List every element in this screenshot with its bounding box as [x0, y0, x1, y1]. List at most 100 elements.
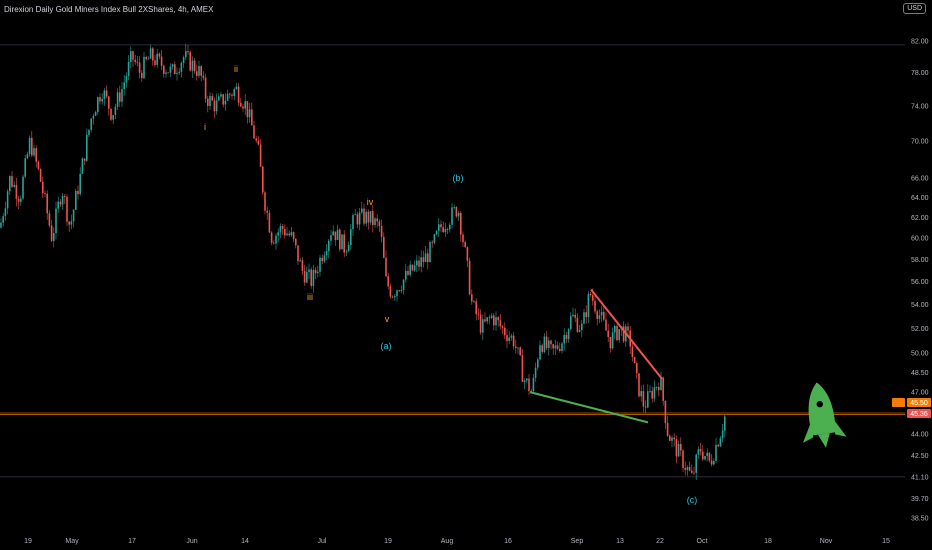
candle-body: [460, 212, 462, 235]
candle-body: [50, 225, 53, 241]
price-label-box: [907, 398, 931, 407]
candle-body: [570, 316, 572, 330]
y-tick-label: 70.00: [911, 138, 929, 145]
candle-body: [185, 51, 187, 58]
candle-body: [490, 315, 493, 318]
candle-body: [178, 71, 180, 73]
candle-body: [675, 439, 678, 457]
candle-body: [376, 218, 378, 222]
candle-body: [365, 211, 367, 224]
candle-body: [251, 109, 253, 126]
candle-body: [350, 229, 352, 245]
candle-body: [130, 51, 132, 62]
candle-body: [158, 53, 161, 57]
candle-body: [605, 319, 607, 331]
candle-body: [361, 208, 363, 213]
candle-body: [402, 279, 405, 290]
candle-body: [499, 320, 502, 327]
candle-body: [321, 257, 323, 262]
candle-body: [609, 336, 612, 349]
candle-body: [72, 209, 75, 222]
y-tick-label: 66.00: [911, 175, 929, 182]
price-label: 45.50: [910, 400, 928, 407]
candle-body: [433, 234, 436, 243]
candle-body: [292, 232, 295, 239]
candle-body: [429, 242, 431, 263]
candle-body: [636, 363, 638, 374]
candle-body: [644, 406, 647, 408]
candle-body: [462, 234, 464, 243]
candle-body: [200, 66, 202, 76]
candle-body: [713, 460, 715, 465]
candle-body: [288, 233, 290, 236]
price-label-box: [907, 409, 931, 418]
candle-body: [653, 387, 656, 399]
candle-body: [686, 467, 689, 470]
rocket-body: [808, 382, 836, 436]
candle-body: [255, 138, 257, 141]
candle-body: [482, 319, 484, 333]
candle-body: [224, 100, 227, 105]
candle-body: [22, 176, 24, 199]
candle-body: [259, 144, 262, 167]
candle-body: [37, 161, 40, 169]
candle-body: [607, 330, 609, 337]
candle-body: [669, 435, 671, 441]
x-tick-label: 17: [128, 538, 136, 545]
y-tick-label: 74.00: [911, 103, 929, 110]
candle-body: [323, 255, 326, 262]
y-tick-label: 52.00: [911, 326, 929, 333]
candle-body: [17, 198, 20, 202]
candle-body: [132, 51, 134, 60]
candle-body: [693, 472, 695, 474]
candle-body: [394, 296, 396, 298]
candle-body: [475, 301, 477, 315]
candle-body: [642, 391, 645, 407]
candle-body: [180, 62, 183, 72]
candle-body: [79, 173, 81, 195]
candle-body: [299, 260, 301, 262]
candle-body: [193, 60, 196, 72]
candle-body: [440, 224, 442, 228]
y-tick-label: 44.00: [911, 431, 929, 438]
x-tick-label: Oct: [697, 538, 708, 545]
candle-body: [334, 231, 337, 241]
candle-body: [378, 221, 381, 226]
candle-body: [2, 216, 4, 223]
candle-body: [204, 77, 207, 99]
candle-body: [121, 88, 123, 102]
candle-body: [48, 213, 51, 226]
candle-body: [651, 390, 653, 399]
x-tick-label: 16: [504, 538, 512, 545]
candle-body: [616, 325, 618, 341]
rocket-window: [816, 400, 823, 408]
candle-body: [308, 269, 310, 272]
currency-badge[interactable]: USD: [903, 3, 926, 14]
candle-body: [372, 211, 374, 225]
candle-body: [209, 96, 211, 106]
wave-label: v: [385, 314, 390, 324]
x-tick-label: 19: [384, 538, 392, 545]
candle-body: [270, 232, 273, 243]
y-tick-label: 41.10: [911, 474, 929, 481]
candle-body: [314, 270, 317, 274]
candle-body: [114, 106, 117, 115]
wave-label: (b): [453, 173, 464, 183]
x-tick-label: May: [65, 538, 79, 545]
candle-body: [682, 450, 684, 469]
candle-body: [572, 314, 574, 317]
candle-body: [264, 192, 266, 211]
candle-body: [391, 296, 394, 298]
candle-body: [583, 312, 585, 324]
candle-body: [374, 218, 376, 225]
rocket-flame: [818, 433, 830, 448]
y-tick-label: 58.00: [911, 257, 929, 264]
candle-body: [163, 65, 165, 74]
candle-body: [526, 378, 528, 381]
wave-label: i: [204, 122, 206, 132]
candle-body: [710, 460, 713, 465]
candle-body: [325, 251, 328, 256]
candle-body: [77, 190, 79, 195]
candle-body: [297, 245, 299, 262]
